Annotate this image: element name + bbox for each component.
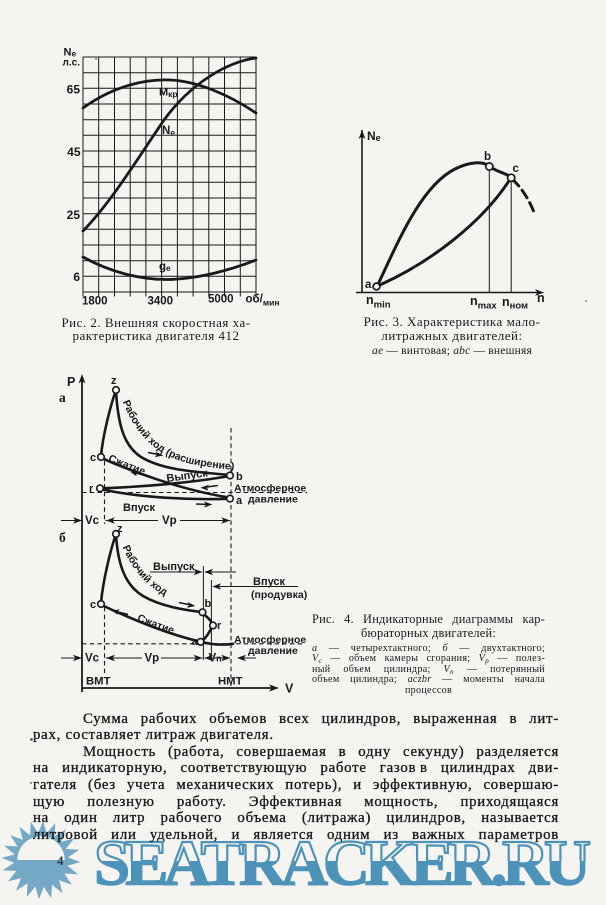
svg-text:Vp: Vp	[145, 653, 160, 665]
svg-text:n: n	[537, 291, 545, 305]
svg-text:b: b	[484, 151, 491, 163]
svg-text:а: а	[236, 495, 243, 507]
svg-text:Vn: Vn	[209, 653, 222, 665]
svg-text:c: c	[90, 452, 96, 464]
svg-text:z: z	[117, 523, 123, 535]
svg-text:r: r	[89, 483, 94, 495]
svg-text:Ne: Ne	[64, 47, 77, 59]
svg-text:3400: 3400	[148, 296, 174, 308]
svg-text:давление: давление	[248, 494, 298, 506]
svg-text:(продувка): (продувка)	[251, 589, 307, 601]
svg-text:Сжатие: Сжатие	[135, 612, 175, 637]
svg-text:а: а	[59, 390, 66, 405]
svg-text:b: b	[205, 598, 212, 610]
svg-text:6: 6	[73, 270, 80, 284]
svg-text:л.с.: л.с.	[63, 58, 81, 69]
svg-text:b: b	[236, 471, 243, 483]
svg-text:а: а	[192, 636, 199, 648]
svg-text:gе: gе	[159, 261, 171, 273]
svg-text:45: 45	[67, 145, 81, 159]
svg-text:nmin: nmin	[366, 293, 391, 311]
svg-text:r: r	[217, 620, 222, 632]
svg-text:с: с	[90, 599, 96, 611]
svg-text:SEATRACKER.RU: SEATRACKER.RU	[94, 828, 591, 900]
svg-text:Атмосферное: Атмосферное	[234, 634, 306, 646]
svg-text:Рабочий ход (расширение): Рабочий ход (расширение)	[120, 398, 235, 473]
svg-text:65: 65	[67, 83, 81, 97]
svg-text:V: V	[285, 682, 294, 696]
svg-text:Впуск: Впуск	[123, 502, 156, 514]
svg-text:nmax: nmax	[470, 294, 497, 312]
svg-text:ВМТ: ВМТ	[86, 676, 111, 688]
svg-text:25: 25	[67, 208, 81, 222]
svg-text:Vc: Vc	[85, 653, 100, 665]
svg-text:б: б	[59, 530, 66, 545]
svg-text:Выпуск: Выпуск	[153, 561, 195, 573]
svg-text:Впуск: Впуск	[253, 576, 286, 588]
svg-text:Атмосферное: Атмосферное	[234, 483, 306, 495]
svg-text:P: P	[67, 375, 75, 389]
svg-text:5000: 5000	[208, 294, 234, 306]
svg-text:Vc: Vc	[85, 515, 100, 527]
svg-text:Ne: Ne	[367, 129, 381, 143]
svg-text:НМТ: НМТ	[218, 676, 243, 688]
svg-text:z: z	[111, 375, 117, 387]
svg-text:nном: nном	[502, 295, 528, 312]
svg-text:Мкр: Мкр	[159, 87, 178, 100]
svg-text:об/мин: об/мин	[246, 294, 280, 308]
svg-text:1800: 1800	[82, 296, 108, 308]
svg-text:давление: давление	[248, 645, 298, 657]
svg-text:a: a	[365, 279, 372, 291]
svg-text:Vp: Vp	[162, 515, 177, 527]
svg-text:Ne: Ne	[162, 125, 175, 138]
svg-text:Выпуск: Выпуск	[166, 467, 209, 485]
svg-text:SEATRACKER.RU: SEATRACKER.RU	[94, 828, 591, 900]
svg-text:c: c	[513, 163, 520, 175]
